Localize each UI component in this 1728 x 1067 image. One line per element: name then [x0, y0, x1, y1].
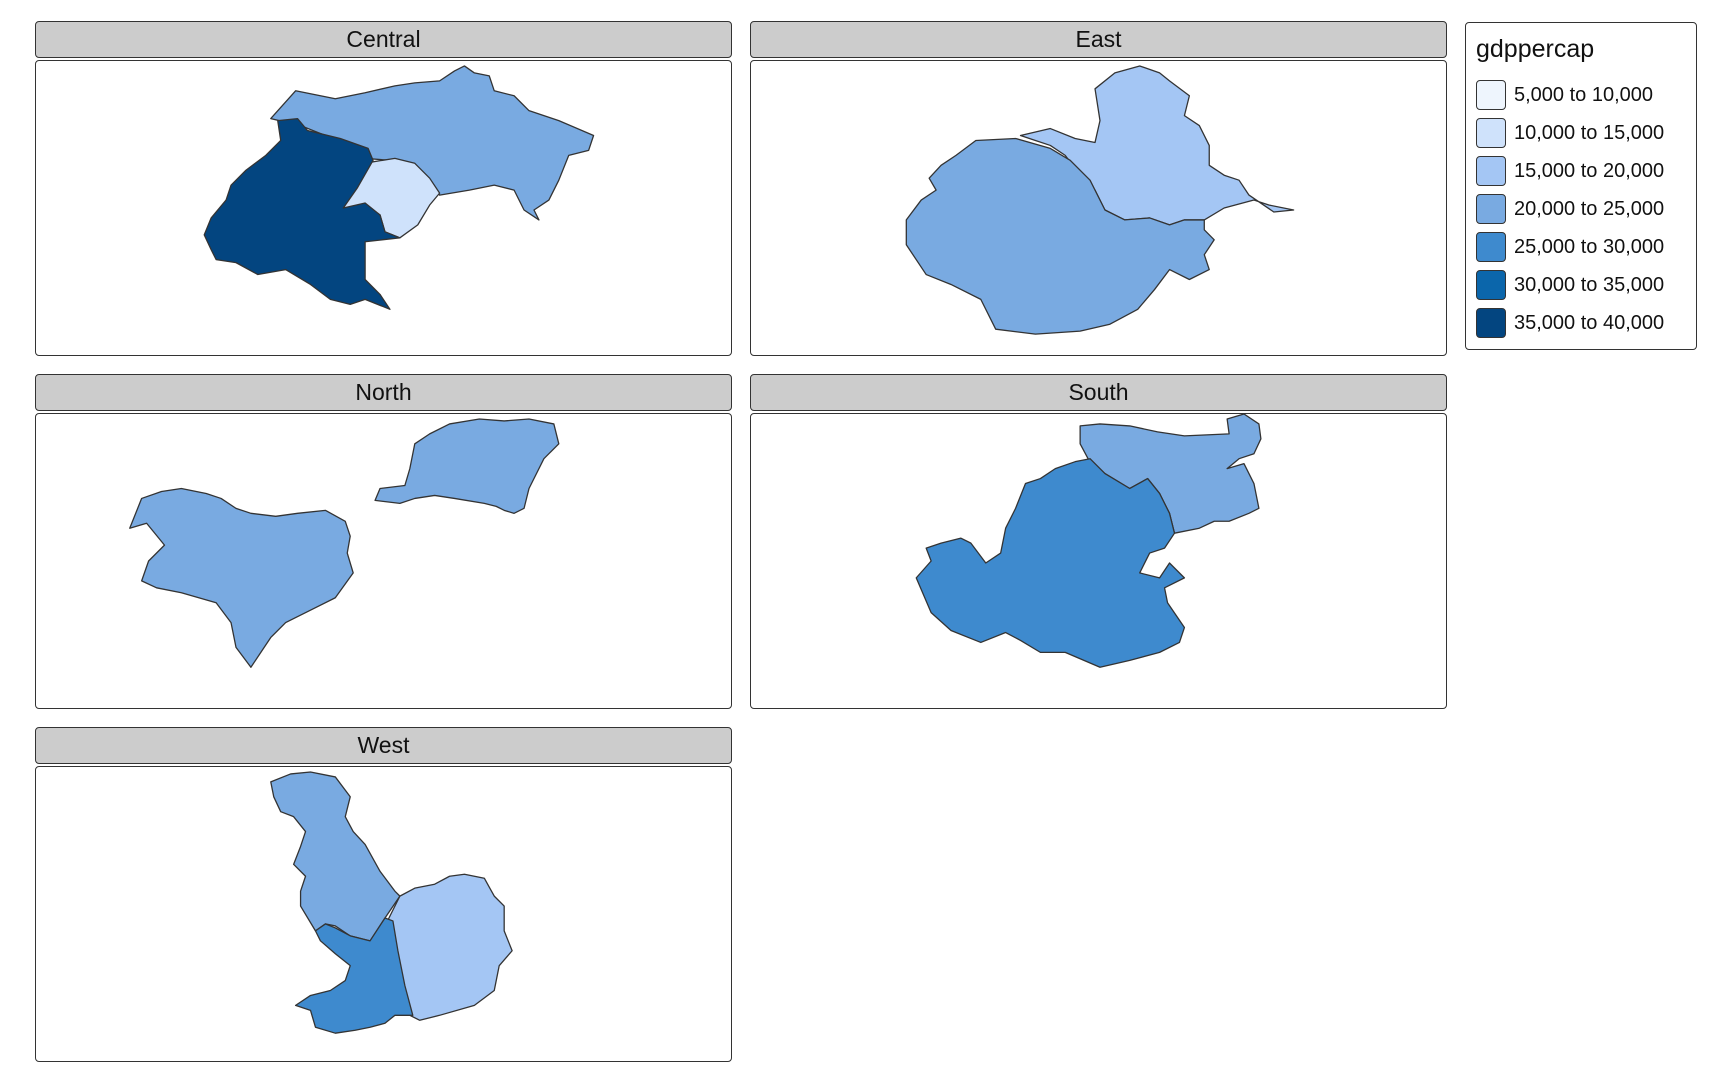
map-region[interactable]	[270, 771, 401, 942]
legend-item: 15,000 to 20,000	[1476, 154, 1664, 188]
map-region[interactable]	[294, 917, 414, 1034]
map-region[interactable]	[129, 487, 354, 668]
legend-swatch	[1476, 308, 1506, 338]
legend-item: 20,000 to 25,000	[1476, 192, 1664, 226]
legend-label: 5,000 to 10,000	[1514, 83, 1654, 106]
legend-swatch	[1476, 118, 1506, 148]
panel-header-west: West	[35, 727, 732, 764]
legend-label: 20,000 to 25,000	[1514, 197, 1665, 220]
legend-swatch	[1476, 270, 1506, 300]
legend-label: 15,000 to 20,000	[1514, 159, 1665, 182]
legend-title: gdppercap	[1476, 35, 1595, 63]
panel-map-north	[35, 413, 732, 709]
legend-swatch	[1476, 194, 1506, 224]
panel-header-central: Central	[35, 21, 732, 58]
panel-title: Central	[346, 26, 421, 52]
panel-map-east	[750, 60, 1447, 356]
legend-label: 10,000 to 15,000	[1514, 121, 1665, 144]
panel-header-north: North	[35, 374, 732, 411]
legend-item: 25,000 to 30,000	[1476, 230, 1664, 264]
panel-title: South	[1068, 379, 1129, 405]
legend-label: 25,000 to 30,000	[1514, 235, 1665, 258]
legend-item: 35,000 to 40,000	[1476, 306, 1664, 340]
map-legend: gdppercap 5,000 to 10,000 10,000 to 15,0…	[1465, 22, 1697, 350]
legend-item: 5,000 to 10,000	[1476, 78, 1653, 112]
map-region[interactable]	[915, 458, 1186, 668]
map-region[interactable]	[905, 137, 1215, 335]
map-region[interactable]	[374, 418, 560, 514]
panel-map-central	[35, 60, 732, 356]
panel-title: North	[355, 379, 412, 405]
panel-title: West	[357, 732, 410, 758]
east-map-svg	[905, 65, 1295, 335]
legend-label: 30,000 to 35,000	[1514, 273, 1665, 296]
legend-item: 10,000 to 15,000	[1476, 116, 1664, 150]
legend-swatch	[1476, 232, 1506, 262]
map-region[interactable]	[203, 117, 401, 310]
panel-header-south: South	[750, 374, 1447, 411]
panel-map-south	[750, 413, 1447, 709]
west-map-svg	[270, 771, 513, 1034]
panel-title: East	[1075, 26, 1122, 52]
legend-label: 35,000 to 40,000	[1514, 311, 1665, 334]
central-map-svg	[203, 65, 595, 310]
panel-header-east: East	[750, 21, 1447, 58]
south-map-svg	[915, 414, 1262, 668]
map-region[interactable]	[1019, 65, 1295, 226]
panel-map-west	[35, 766, 732, 1062]
legend-swatch	[1476, 156, 1506, 186]
legend-swatch	[1476, 80, 1506, 110]
north-map-svg	[129, 418, 560, 668]
legend-item: 30,000 to 35,000	[1476, 268, 1664, 302]
